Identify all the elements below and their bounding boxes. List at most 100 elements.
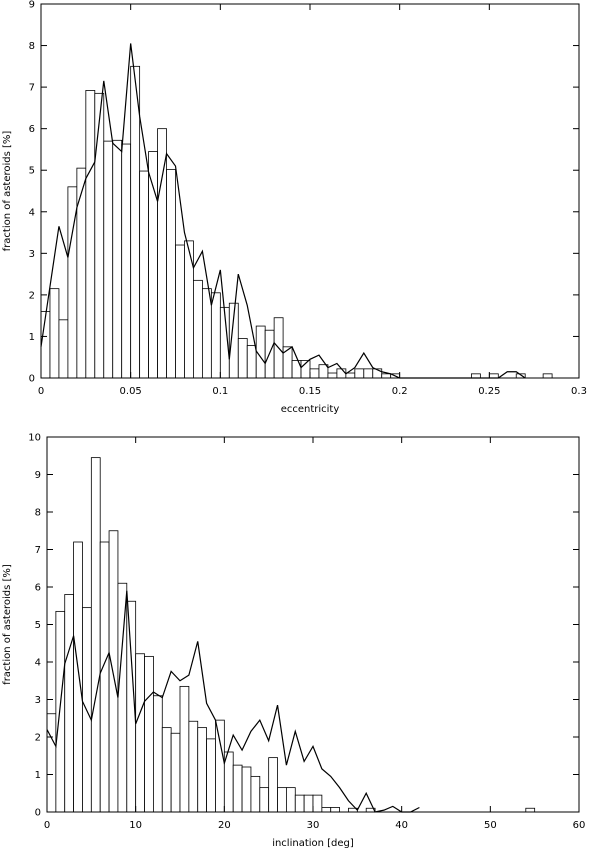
histogram-bar: [303, 794, 314, 813]
y-tick-label: 4: [29, 207, 35, 218]
histogram-bar: [197, 727, 207, 813]
histogram-bar: [525, 807, 536, 813]
y-tick-label: 0: [29, 374, 35, 385]
x-tick-label: 0.15: [299, 386, 321, 397]
histogram-bar: [285, 787, 296, 813]
histogram-bar: [103, 140, 114, 379]
distribution-line: [46, 590, 420, 813]
histogram-bar: [330, 807, 341, 813]
y-axis-label: fraction of asteroids [%]: [2, 131, 13, 252]
histogram-bar: [259, 787, 270, 813]
histogram-bar: [215, 719, 225, 813]
histogram-bar: [139, 170, 150, 379]
histogram-bar: [179, 685, 190, 813]
histogram-bar: [130, 65, 141, 379]
eccentricity-histogram-panel: 0 0.05 0.1 0.15 0.2 0.25 0.3 0 1 2 3 4 5 6 7 8 9 eccentri…: [2, 0, 587, 415]
y-tick-label: 3: [35, 695, 41, 706]
x-axis-label: eccentricity: [281, 404, 340, 415]
histogram-bar: [327, 372, 338, 379]
histogram-bar: [312, 794, 323, 813]
y-tick-label: 1: [29, 332, 35, 343]
y-tick-label: 8: [29, 41, 35, 52]
histogram-bar: [381, 373, 392, 379]
histogram-bar: [336, 368, 347, 379]
x-tick-label: 60: [573, 820, 586, 831]
x-tick-label: 0.1: [212, 386, 228, 397]
histogram-bar: [237, 338, 248, 379]
histogram-bar: [49, 288, 60, 379]
x-tick-label: 40: [395, 820, 408, 831]
y-tick-label: 4: [35, 658, 41, 669]
histogram-bar: [170, 732, 181, 813]
histogram-bar: [210, 292, 221, 379]
inclination-histogram-panel: 0 10 20 30 40 50 60 0 1 2 3 4 5 6 7 8 9 10 inclination [de…: [2, 433, 585, 849]
x-tick-label: 0.3: [571, 386, 587, 397]
y-tick-label: 1: [35, 770, 41, 781]
histogram-bar: [152, 695, 163, 813]
histogram-bar: [117, 582, 128, 813]
y-tick-label: 5: [29, 166, 35, 177]
histogram-bar: [121, 143, 132, 379]
y-tick-label: 7: [35, 545, 41, 556]
histogram-bar: [76, 167, 87, 379]
x-tick-label: 0.25: [478, 386, 500, 397]
histogram-bar: [135, 653, 145, 813]
histogram-bar: [46, 713, 57, 813]
y-tick-label: 5: [35, 620, 41, 631]
histogram-bar: [157, 128, 167, 379]
y-tick-label: 7: [29, 83, 35, 94]
y-axis-label: fraction of asteroids [%]: [2, 564, 13, 685]
histogram-bar: [277, 787, 287, 813]
histogram-bar: [488, 373, 499, 379]
y-tick-label: 2: [35, 733, 41, 744]
y-tick-label: 9: [29, 0, 35, 11]
x-tick-label: 0.05: [120, 386, 142, 397]
x-tick-label: 0.2: [392, 386, 408, 397]
y-tick-label: 0: [35, 808, 41, 819]
histogram-bar: [85, 90, 96, 379]
histogram-bar: [354, 368, 365, 379]
histogram-bar: [188, 720, 199, 813]
histogram-bar: [90, 457, 101, 813]
histogram-bar: [166, 168, 176, 379]
histogram-bar: [58, 319, 69, 379]
histogram-bar: [294, 794, 305, 813]
histogram-bar: [108, 530, 119, 813]
histogram-bar: [112, 139, 123, 379]
histogram-bar: [470, 373, 481, 379]
x-tick-label: 50: [484, 820, 497, 831]
x-tick-label: 20: [218, 820, 231, 831]
y-tick-label: 6: [35, 583, 41, 594]
histogram-bar: [268, 757, 278, 813]
histogram-bar: [250, 775, 261, 813]
histogram-bar: [241, 766, 252, 813]
y-tick-label: 6: [29, 124, 35, 135]
histogram-bar: [206, 738, 216, 813]
histogram-bar: [363, 368, 374, 379]
y-tick-label: 2: [29, 290, 35, 301]
histogram-bar: [73, 541, 83, 813]
x-tick-label: 0: [38, 386, 44, 397]
histogram-bar: [40, 311, 51, 379]
histogram-bar: [309, 368, 320, 379]
x-axis-label: inclination [deg]: [272, 838, 354, 849]
y-tick-label: 9: [35, 470, 41, 481]
histogram-bar: [321, 807, 332, 813]
histogram-bar: [64, 594, 75, 813]
x-tick-label: 0: [44, 820, 50, 831]
histogram-bar: [144, 655, 154, 813]
histogram-bar: [94, 92, 105, 379]
x-tick-label: 30: [307, 820, 320, 831]
histogram-bar: [99, 541, 110, 813]
histogram-bar: [161, 727, 172, 813]
x-tick-label: 10: [129, 820, 142, 831]
histogram-bar: [345, 372, 356, 379]
histogram-bar: [55, 610, 66, 813]
y-tick-label: 10: [28, 433, 41, 444]
histogram-bar: [193, 279, 203, 379]
histogram-bar: [175, 244, 185, 379]
y-tick-label: 3: [29, 249, 35, 260]
histogram-bar: [246, 345, 257, 379]
histogram-bar: [201, 288, 212, 379]
